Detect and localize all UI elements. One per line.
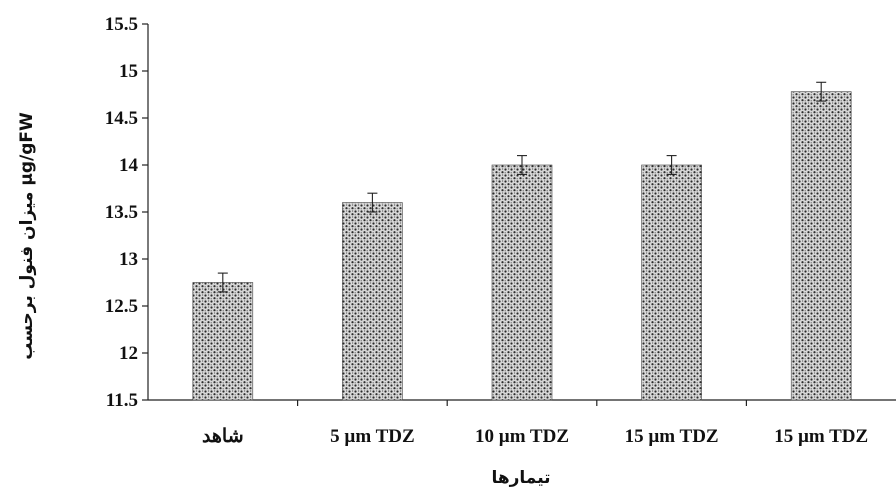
y-tick-label: 15 xyxy=(119,61,138,82)
y-tick-label: 12.5 xyxy=(105,296,138,317)
bar xyxy=(491,164,553,401)
y-tick-label: 12 xyxy=(119,343,138,364)
y-tick-label: 13.5 xyxy=(105,202,138,223)
category-labels: شاهد 5 µm TDZ 10 µm TDZ 15 µm TDZ 15 µm TDZ xyxy=(202,426,868,447)
bar xyxy=(641,164,702,401)
y-tick-label: 14.5 xyxy=(105,108,138,129)
y-tick-label: 11.5 xyxy=(106,390,138,411)
x-axis xyxy=(148,399,896,406)
category-label: 10 µm TDZ xyxy=(475,426,569,447)
bars xyxy=(192,91,852,401)
y-tick-label: 15.5 xyxy=(105,14,138,35)
bar xyxy=(342,202,403,401)
bar xyxy=(192,282,254,401)
x-axis-title: تیمارها xyxy=(491,468,550,488)
category-label: 15 µm TDZ xyxy=(625,426,719,447)
category-label: 15 µm TDZ xyxy=(774,426,868,447)
bar xyxy=(790,91,852,401)
error-bars xyxy=(217,81,827,293)
y-axis: 11.5 12 12.5 13 13.5 14 14.5 15 15.5 xyxy=(105,14,149,411)
category-label: شاهد xyxy=(202,426,244,447)
y-tick-label: 14 xyxy=(119,155,139,176)
y-axis-title: میزان فنول برحسب µg/gFW xyxy=(17,112,37,360)
y-tick-label: 13 xyxy=(119,249,138,270)
category-label: 5 µm TDZ xyxy=(330,426,415,447)
